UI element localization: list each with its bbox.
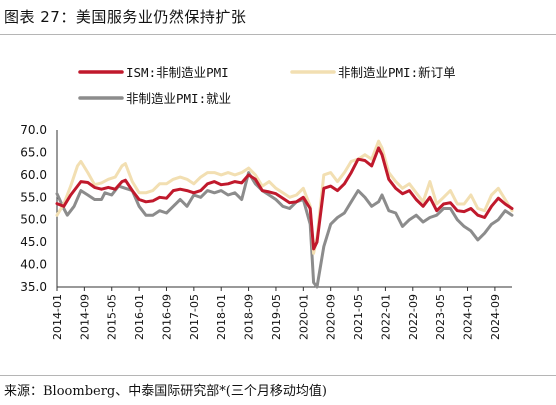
y-tick-label: 60.0 [20, 168, 47, 182]
x-tick-label: 2020-09 [325, 294, 338, 340]
series-line-0 [55, 146, 514, 251]
x-tick-label: 2019-05 [270, 294, 283, 340]
series-line-1 [55, 139, 514, 255]
y-axis: 70.0 65.0 60.0 55.0 50.0 45.0 40.0 35.0 [20, 123, 58, 294]
x-tick-label: 2018-09 [243, 294, 256, 340]
top-divider [0, 34, 556, 35]
x-axis: 2014-01 2014-09 2015-05 2016-01 2016-09 2017-… [51, 286, 512, 340]
x-tick-label: 2020-01 [297, 294, 310, 340]
x-tick-label: 2016-01 [133, 294, 146, 340]
y-tick-label: 35.0 [20, 280, 47, 294]
figure-title: 图表 27：美国服务业仍然保持扩张 [4, 8, 247, 26]
series-line-2 [55, 171, 514, 289]
x-tick-label: 2024-01 [462, 294, 475, 340]
x-tick-label: 2021-05 [352, 294, 365, 340]
x-tick-label: 2023-05 [434, 294, 447, 340]
x-tick-label: 2015-05 [106, 294, 119, 340]
x-tick-label: 2014-09 [78, 294, 91, 340]
y-tick-label: 50.0 [20, 213, 47, 227]
legend-label-1: 非制造业PMI:新订单 [338, 65, 456, 80]
x-tick-label: 2022-09 [407, 294, 420, 340]
legend-label-2: 非制造业PMI:就业 [126, 91, 231, 106]
x-tick-label: 2016-09 [160, 294, 173, 340]
x-tick-label: 2024-09 [489, 294, 502, 340]
x-tick-label: 2014-01 [51, 294, 64, 340]
x-tick-label: 2018-01 [215, 294, 228, 340]
legend-label-0: ISM:非制造业PMI [126, 65, 229, 80]
y-tick-label: 65.0 [20, 145, 47, 159]
line-chart: 70.0 65.0 60.0 55.0 50.0 45.0 40.0 35.0 2014-01… [20, 65, 514, 340]
x-tick-label: 2017-05 [188, 294, 201, 340]
y-tick-label: 55.0 [20, 190, 47, 204]
series-lines [55, 139, 514, 289]
source-note: 来源：Bloomberg、中泰国际研究部*(三个月移动均值) [4, 384, 327, 399]
y-tick-label: 70.0 [20, 123, 47, 137]
y-tick-label: 40.0 [20, 258, 47, 272]
bottom-divider [0, 375, 556, 376]
x-tick-label: 2022-01 [379, 294, 392, 340]
y-tick-label: 45.0 [20, 235, 47, 249]
